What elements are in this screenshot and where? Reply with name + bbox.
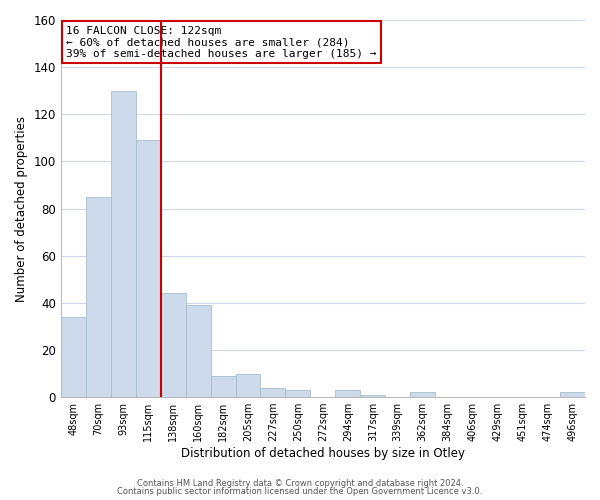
Bar (286, 390, 310, 397)
Bar (161, 294, 185, 397)
Bar (211, 376, 236, 397)
Bar (260, 388, 286, 397)
Text: Contains public sector information licensed under the Open Government Licence v3: Contains public sector information licen… (118, 487, 482, 496)
Y-axis label: Number of detached properties: Number of detached properties (15, 116, 28, 302)
Bar (410, 392, 435, 397)
Bar (136, 140, 161, 397)
Bar (111, 90, 136, 397)
Title: 16, FALCON CLOSE, OTLEY, LS21 3EG
Size of property relative to detached houses i: 16, FALCON CLOSE, OTLEY, LS21 3EG Size o… (0, 499, 1, 500)
Text: 16 FALCON CLOSE: 122sqm
← 60% of detached houses are smaller (284)
39% of semi-d: 16 FALCON CLOSE: 122sqm ← 60% of detache… (66, 26, 377, 59)
Text: Contains HM Land Registry data © Crown copyright and database right 2024.: Contains HM Land Registry data © Crown c… (137, 478, 463, 488)
Bar (335, 390, 361, 397)
Bar (236, 374, 260, 397)
Bar (185, 305, 211, 397)
Bar (86, 197, 111, 397)
Bar (560, 392, 585, 397)
X-axis label: Distribution of detached houses by size in Otley: Distribution of detached houses by size … (181, 447, 465, 460)
Bar (361, 394, 385, 397)
Bar (61, 317, 86, 397)
